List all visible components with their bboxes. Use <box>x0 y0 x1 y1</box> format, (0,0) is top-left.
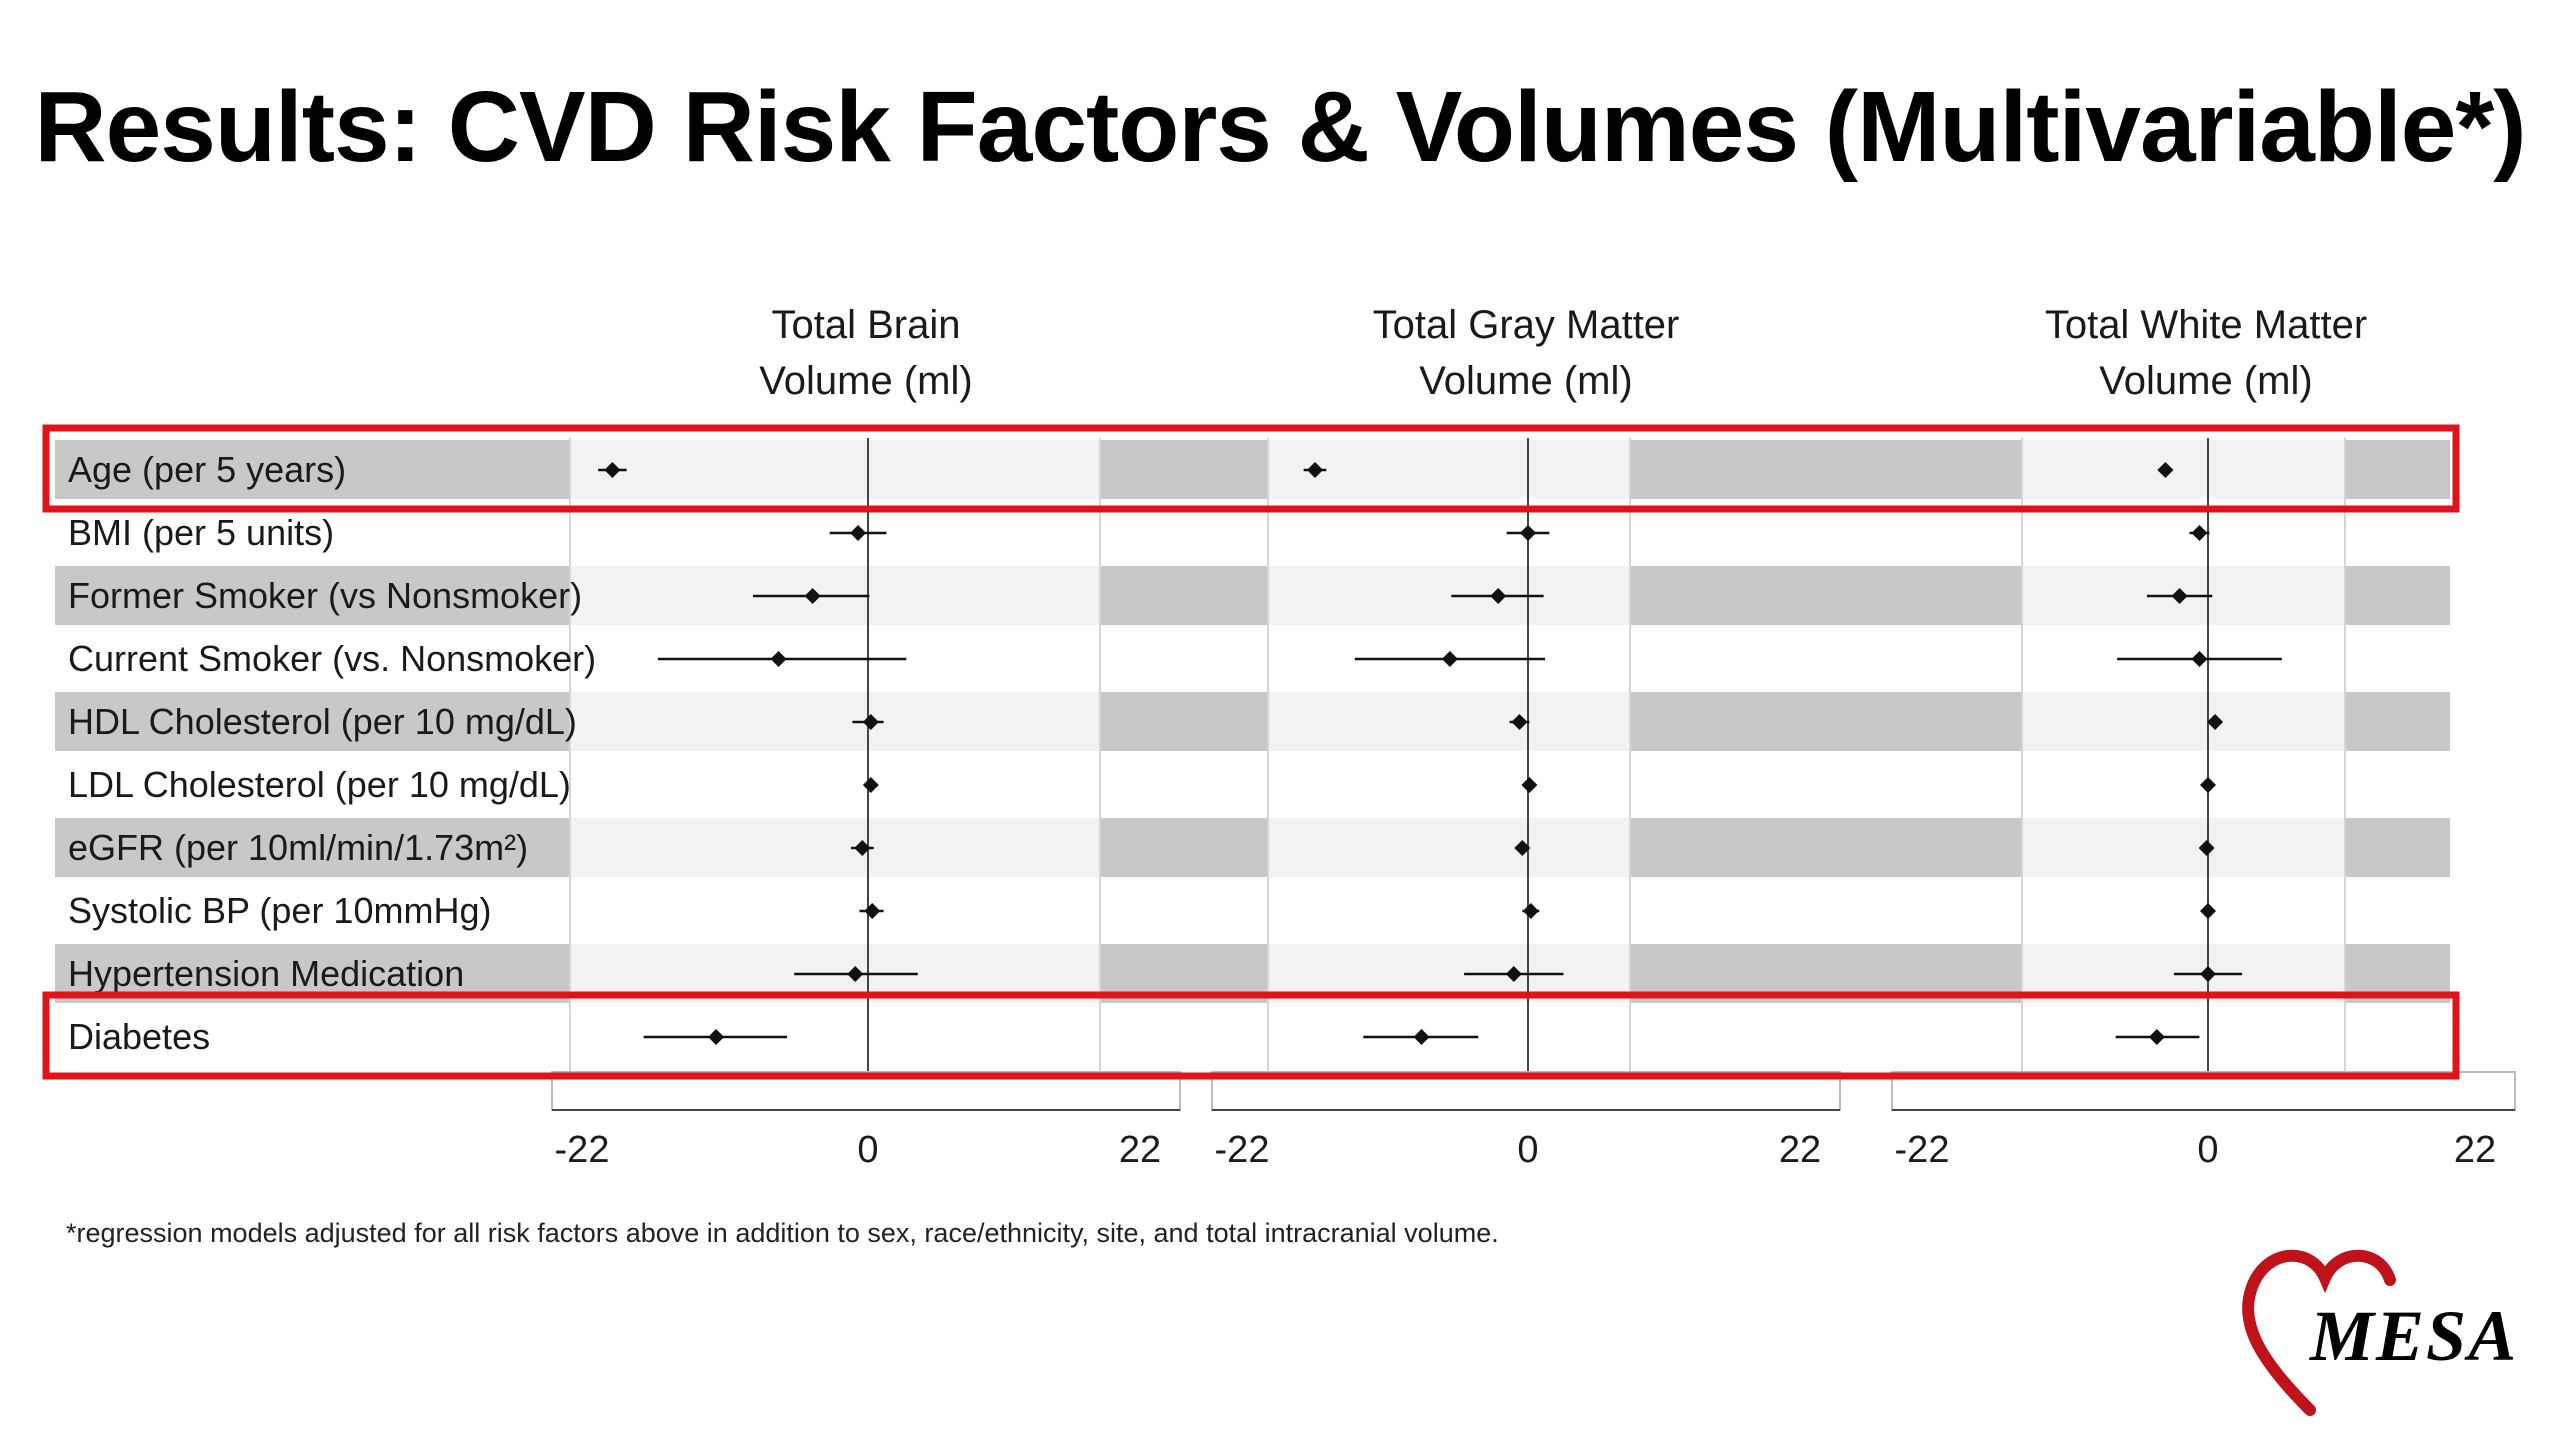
panel-title: Volume (ml) <box>1419 359 1632 403</box>
row-band-gap <box>2345 566 2450 625</box>
estimate-marker <box>2200 903 2216 919</box>
tick-label: -22 <box>555 1129 610 1171</box>
highlight-boxes <box>42 424 2460 1080</box>
row-bands <box>55 440 2450 1003</box>
tick-label: 22 <box>1119 1129 1161 1171</box>
highlight-box <box>42 991 2460 1080</box>
panel-title: Total White Matter <box>2045 303 2367 347</box>
tick-label: 0 <box>857 1129 878 1171</box>
estimate-marker <box>1521 777 1538 793</box>
row-band-gap <box>1630 440 2022 499</box>
row-label: HDL Cholesterol (per 10 mg/dL) <box>68 701 577 742</box>
panel: Total Brain Volume (ml) -22 0 22 <box>551 303 1181 1171</box>
estimate-marker <box>770 651 787 667</box>
row-label: Systolic BP (per 10mmHg) <box>68 890 491 931</box>
estimate-marker <box>850 525 867 541</box>
row-label: BMI (per 5 units) <box>68 512 334 553</box>
row-band-gap <box>1100 692 1268 751</box>
panel-title: Volume (ml) <box>2099 359 2312 403</box>
panel: Total Gray Matter Volume (ml) -22 0 22 <box>1211 303 1841 1171</box>
estimate-marker <box>2198 840 2215 856</box>
row-band-plot <box>570 818 1100 877</box>
row-band-plot <box>570 440 1100 499</box>
estimate-marker <box>1522 903 1539 919</box>
row-band-gap <box>1630 818 2022 877</box>
estimate-marker <box>2191 525 2208 541</box>
highlight-box <box>42 424 2460 513</box>
estimate-marker <box>2148 1029 2165 1045</box>
estimate-marker <box>1511 714 1528 730</box>
row-band-gap <box>1630 692 2022 751</box>
slide-title: Results: CVD Risk Factors & Volumes (Mul… <box>34 71 2526 183</box>
row-band-gap <box>2345 818 2450 877</box>
estimate-marker <box>708 1029 725 1045</box>
estimate-marker <box>1307 462 1323 478</box>
tick-label: 22 <box>2454 1129 2496 1171</box>
footnote: *regression models adjusted for all risk… <box>66 1218 1499 1248</box>
estimate-marker <box>2207 714 2224 730</box>
row-band-label <box>55 818 570 877</box>
estimate-marker <box>1441 651 1458 667</box>
row-band-gap <box>1630 566 2022 625</box>
row-band-plot <box>2022 692 2345 751</box>
row-band-plot <box>1268 440 1630 499</box>
estimate-marker <box>1520 525 1536 541</box>
row-band-gap <box>2345 692 2450 751</box>
row-band-plot <box>1268 692 1630 751</box>
estimate-marker <box>2157 462 2174 478</box>
tick-label: -22 <box>1215 1129 1270 1171</box>
tick-label: -22 <box>1895 1129 1950 1171</box>
row-band-label <box>55 440 570 499</box>
row-label: LDL Cholesterol (per 10 mg/dL) <box>68 764 571 805</box>
estimate-marker <box>1413 1029 1430 1045</box>
row-band-gap <box>1100 818 1268 877</box>
row-band-plot <box>1268 566 1630 625</box>
row-label: Hypertension Medication <box>68 953 464 994</box>
tick-label: 0 <box>2197 1129 2218 1171</box>
panel-title: Total Brain <box>772 303 961 347</box>
panel-title: Volume (ml) <box>759 359 972 403</box>
estimate-marker <box>862 714 879 730</box>
row-label: eGFR (per 10ml/min/1.73m²) <box>68 827 528 868</box>
tick-label: 0 <box>1517 1129 1538 1171</box>
row-label: Diabetes <box>68 1016 210 1057</box>
estimate-marker <box>2191 651 2208 667</box>
estimate-marker <box>854 840 871 856</box>
row-band-label <box>55 566 570 625</box>
estimate-marker <box>2171 588 2188 604</box>
logo-text: MESA <box>2310 1296 2519 1376</box>
row-band-plot <box>2022 818 2345 877</box>
tick-label: 22 <box>1779 1129 1821 1171</box>
row-label: Current Smoker (vs. Nonsmoker) <box>68 638 596 679</box>
estimate-marker <box>1514 840 1531 856</box>
estimate-marker <box>804 588 821 604</box>
row-band-plot <box>570 692 1100 751</box>
row-labels: Age (per 5 years) BMI (per 5 units) Former… <box>68 449 596 1057</box>
estimate-marker <box>1490 588 1507 604</box>
row-band-gap <box>2345 440 2450 499</box>
estimate-marker <box>862 777 879 793</box>
row-label: Former Smoker (vs Nonsmoker) <box>68 575 582 616</box>
row-band-gap <box>1100 440 1268 499</box>
estimate-marker <box>847 966 864 982</box>
row-label: Age (per 5 years) <box>68 449 346 490</box>
estimate-marker <box>2200 966 2216 982</box>
row-band-plot <box>1268 818 1630 877</box>
estimate-marker <box>1505 966 1522 982</box>
panel-title: Total Gray Matter <box>1373 303 1680 347</box>
mesa-logo: MESA <box>2240 1240 2540 1420</box>
estimate-marker <box>604 462 621 478</box>
row-band-plot <box>2022 440 2345 499</box>
estimate-marker <box>2200 777 2216 793</box>
panel: Total White Matter Volume (ml) -22 0 22 <box>1891 303 2516 1171</box>
estimate-marker <box>864 903 881 919</box>
row-band-gap <box>1100 566 1268 625</box>
row-band-label <box>55 692 570 751</box>
heart-icon <box>2242 1249 2396 1416</box>
